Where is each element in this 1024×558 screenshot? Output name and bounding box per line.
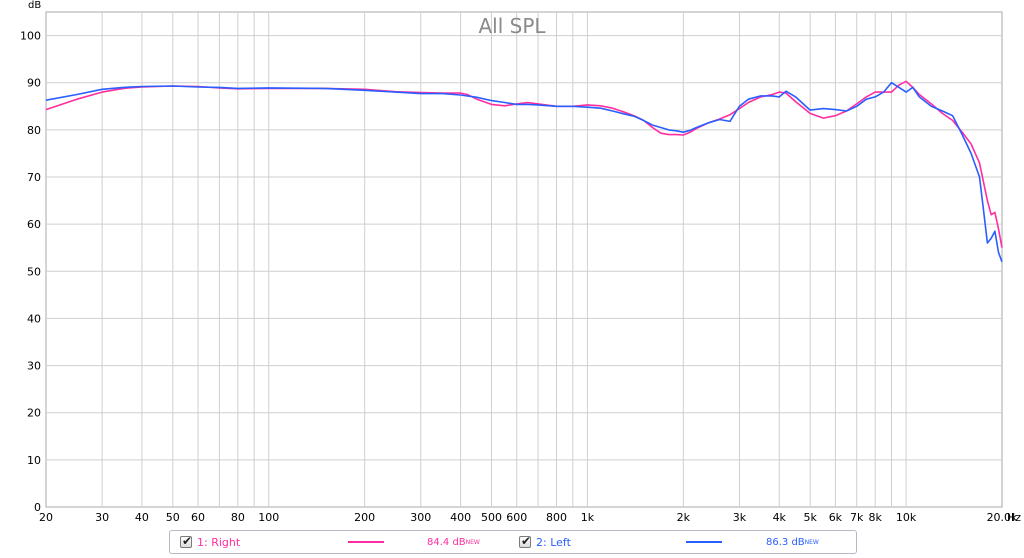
x-tick-label: 30 [95, 511, 109, 524]
grid [46, 12, 1002, 507]
y-tick-label: 40 [27, 312, 41, 325]
y-tick-label: 90 [27, 77, 41, 90]
y-tick-label: 80 [27, 124, 41, 137]
plot-area [45, 11, 1003, 508]
x-unit-label: Hz [1007, 511, 1021, 524]
y-tick-label: 100 [20, 30, 41, 43]
axis-ticks: 0 10 20 30 40 50 60 70 80 90 100 20 30 40 50 60 80 100 200… [20, 30, 1018, 524]
x-tick-label: 800 [546, 511, 567, 524]
x-tick-label: 2k [677, 511, 691, 524]
left-series-value-suffix: NEW [804, 538, 819, 546]
legend-item-right[interactable]: 1: Right [180, 531, 240, 553]
x-tick-label: 50 [166, 511, 180, 524]
x-tick-label: 5k [803, 511, 817, 524]
x-tick-label: 7k [850, 511, 864, 524]
right-series-swatch-wrap [348, 531, 384, 553]
x-tick-label: 20.0k [987, 511, 1018, 524]
x-tick-label: 10k [896, 511, 917, 524]
x-tick-label: 1k [581, 511, 595, 524]
chart-title: All SPL [478, 14, 546, 38]
x-tick-label: 4k [773, 511, 787, 524]
right-series-value-suffix: NEW [465, 538, 480, 546]
x-tick-label: 8k [869, 511, 883, 524]
left-series-value: 86.3 dB NEW [766, 531, 819, 553]
right-series-value-text: 84.4 dB [427, 536, 466, 548]
right-series-swatch [348, 541, 384, 543]
left-series-name: 2: Left [536, 535, 571, 549]
x-tick-label: 3k [733, 511, 747, 524]
y-tick-label: 0 [34, 501, 41, 514]
left-series-swatch-wrap [686, 531, 722, 553]
spl-chart-svg: 0 10 20 30 40 50 60 70 80 90 100 20 30 40 50 60 80 100 200… [20, 0, 1021, 524]
left-visibility-checkbox[interactable] [519, 534, 531, 548]
x-tick-label: 300 [410, 511, 431, 524]
x-tick-label: 20 [39, 511, 53, 524]
left-series-value-text: 86.3 dB [766, 536, 805, 548]
right-visibility-checkbox[interactable] [180, 534, 192, 548]
x-tick-label: 40 [135, 511, 149, 524]
y-tick-label: 70 [27, 171, 41, 184]
series-lines [45, 80, 1003, 263]
y-unit-label: dB [28, 0, 41, 11]
y-tick-label: 60 [27, 218, 41, 231]
x-tick-label: 100 [258, 511, 279, 524]
x-tick-label: 200 [354, 511, 375, 524]
x-tick-label: 6k [829, 511, 843, 524]
x-tick-label: 80 [231, 511, 245, 524]
y-tick-label: 50 [27, 265, 41, 278]
y-tick-label: 10 [27, 454, 41, 467]
legend-item-left[interactable]: 2: Left [519, 531, 571, 553]
x-tick-label: 500 [481, 511, 502, 524]
right-series-value: 84.4 dB NEW [427, 531, 480, 553]
left-series-swatch [686, 541, 722, 543]
series-line-left [45, 81, 1003, 263]
x-tick-label: 600 [506, 511, 527, 524]
y-tick-label: 30 [27, 360, 41, 373]
x-tick-label: 400 [450, 511, 471, 524]
y-tick-label: 20 [27, 407, 41, 420]
right-series-name: 1: Right [197, 535, 241, 549]
x-tick-label: 60 [191, 511, 205, 524]
